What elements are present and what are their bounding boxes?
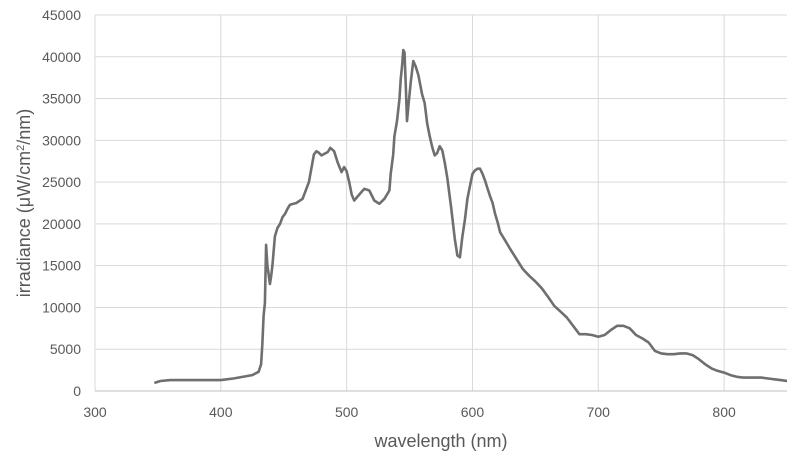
y-tick-label: 15000 xyxy=(42,258,81,274)
y-tick-label: 30000 xyxy=(42,132,81,148)
x-tick-label: 500 xyxy=(335,404,359,420)
gridlines xyxy=(94,14,787,391)
y-tick-label: 0 xyxy=(73,383,81,399)
y-tick-label: 5000 xyxy=(50,341,81,357)
y-axis-title-superscript: 2 xyxy=(15,145,27,151)
tick-labels: 0 5000 10000 15000 20000 25000 30000 35000 40000… xyxy=(42,7,736,420)
y-tick-label: 10000 xyxy=(42,299,81,315)
series-layer xyxy=(154,48,787,384)
irradiance-series-line xyxy=(154,48,787,384)
y-tick-label: 20000 xyxy=(42,216,81,232)
y-tick-label: 35000 xyxy=(42,91,81,107)
y-tick-label: 25000 xyxy=(42,174,81,190)
x-tick-label: 300 xyxy=(83,404,107,420)
x-axis-title: wavelength (nm) xyxy=(373,431,507,451)
y-axis-title-tail: /nm) xyxy=(14,109,34,145)
x-tick-label: 400 xyxy=(209,404,233,420)
x-tick-label: 600 xyxy=(461,404,485,420)
y-axis-title: irradiance (μW/cm2/nm) xyxy=(14,109,34,298)
x-tick-label: 700 xyxy=(587,404,611,420)
y-tick-label: 40000 xyxy=(42,49,81,65)
y-tick-label: 45000 xyxy=(42,7,81,23)
y-axis-title-main: irradiance (μW/cm xyxy=(14,151,34,297)
x-tick-label: 800 xyxy=(712,404,736,420)
